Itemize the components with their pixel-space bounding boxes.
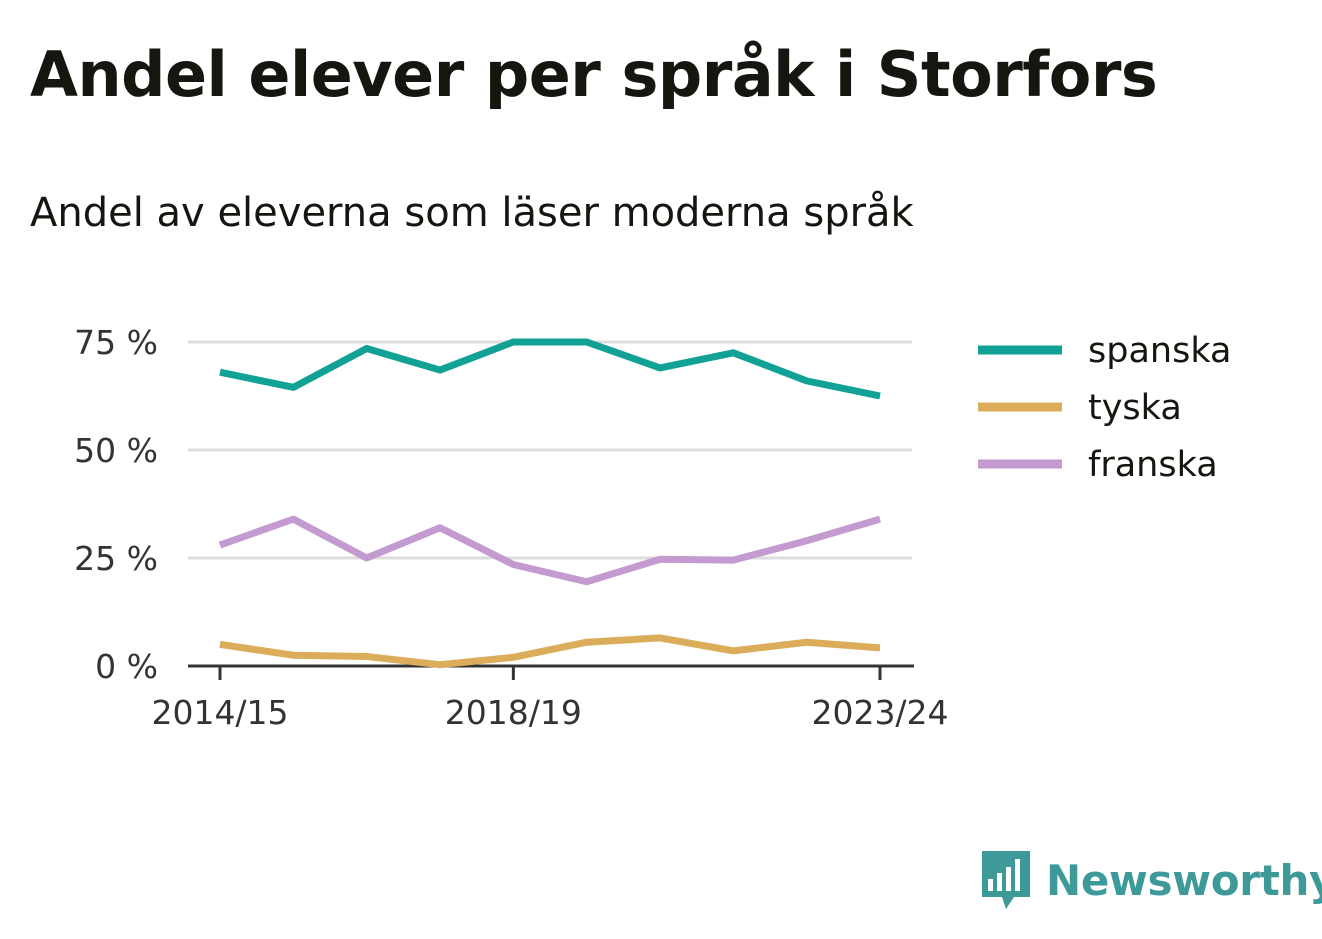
series-line-spanska <box>219 338 881 400</box>
chart-title: Andel elever per språk i Storfors <box>30 38 1158 111</box>
legend: spanska tyska franska <box>978 331 1231 485</box>
legend-label-tyska: tyska <box>1088 388 1182 428</box>
legend-label-franska: franska <box>1088 445 1218 485</box>
gridlines <box>188 340 912 560</box>
y-tick-label: 25 % <box>74 539 158 578</box>
y-axis-ticks: 0 % 25 % 50 % 75 % <box>74 323 158 686</box>
brand-logo: Newsworthy <box>980 848 1322 912</box>
legend-label-spanska: spanska <box>1088 331 1231 371</box>
y-tick-label: 75 % <box>74 323 158 362</box>
x-axis: 2014/15 2018/19 2023/24 <box>151 664 949 732</box>
y-tick-label: 0 % <box>95 647 158 686</box>
x-tick-label: 2018/19 <box>445 693 582 732</box>
series-lines <box>218 338 881 669</box>
series-line-franska <box>218 515 881 586</box>
chart-subtitle: Andel av eleverna som läser moderna språ… <box>30 190 914 236</box>
x-tick-label: 2014/15 <box>151 693 288 732</box>
bar-chart-speech-bubble-icon <box>982 851 1030 909</box>
series-line-tyska <box>219 634 881 669</box>
x-tick-label: 2023/24 <box>811 693 948 732</box>
y-tick-label: 50 % <box>74 431 158 470</box>
brand-name: Newsworthy <box>1046 855 1322 905</box>
